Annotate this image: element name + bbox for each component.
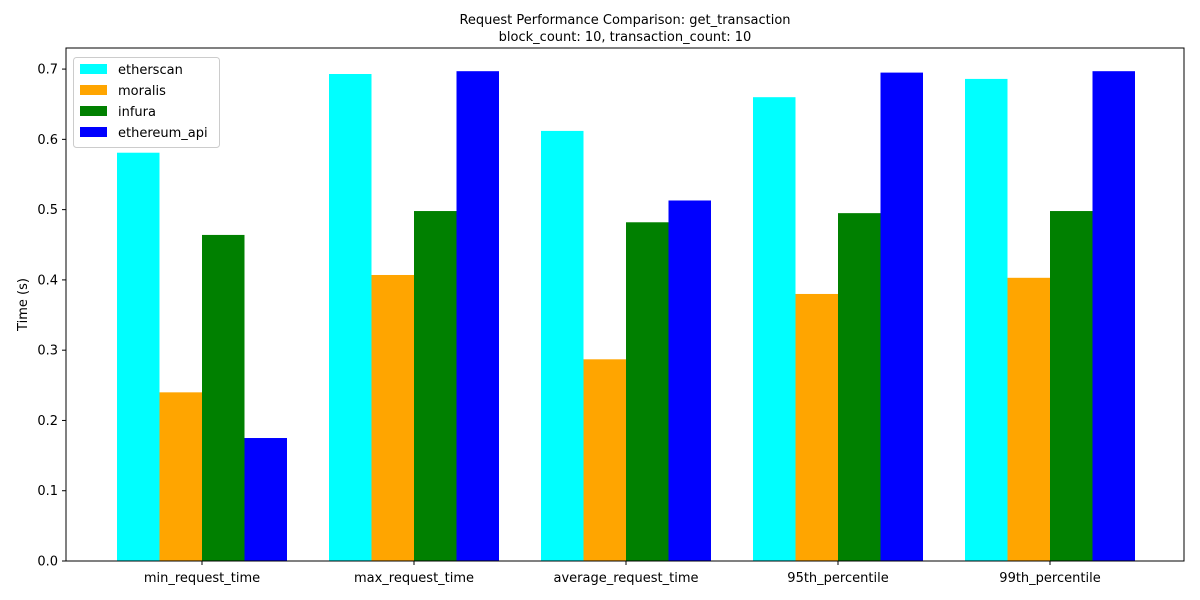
x-tick-label: max_request_time (354, 571, 474, 586)
bar-moralis-95th_percentile (795, 293, 838, 561)
chart-subtitle: block_count: 10, transaction_count: 10 (498, 30, 752, 45)
bar-ethereum_api-95th_percentile (880, 72, 923, 561)
bar-moralis-average_request_time (583, 359, 626, 561)
plot-frame (65, 47, 1185, 562)
bar-moralis-min_request_time (159, 392, 202, 561)
bar-etherscan-average_request_time (541, 130, 584, 562)
legend-label-etherscan: etherscan (118, 63, 183, 78)
y-tick-label: 0.0 (37, 555, 58, 570)
bar-ethereum_api-99th_percentile (1092, 71, 1135, 561)
x-tick-label: 99th_percentile (999, 571, 1100, 586)
bar-infura-average_request_time (626, 222, 669, 561)
y-tick-label: 0.6 (37, 133, 58, 148)
legend-label-moralis: moralis (118, 84, 166, 99)
bar-etherscan-95th_percentile (753, 97, 796, 561)
bar-infura-95th_percentile (838, 213, 881, 561)
chart-title: Request Performance Comparison: get_tran… (459, 13, 791, 28)
legend-box (73, 57, 220, 148)
legend-swatch-moralis (80, 85, 107, 95)
bar-etherscan-min_request_time (117, 152, 160, 561)
bar-ethereum_api-average_request_time (668, 200, 711, 562)
y-tick-label: 0.5 (37, 203, 58, 218)
legend-swatch-ethereum_api (80, 127, 107, 137)
legend-label-ethereum_api: ethereum_api (118, 126, 208, 141)
bar-etherscan-99th_percentile (965, 78, 1008, 562)
bar-infura-min_request_time (202, 234, 245, 561)
y-tick-label: 0.4 (37, 273, 58, 288)
y-tick-label: 0.7 (37, 63, 58, 78)
y-tick-label: 0.3 (37, 344, 58, 359)
bar-infura-99th_percentile (1050, 211, 1093, 562)
bar-ethereum_api-min_request_time (244, 438, 287, 561)
x-tick-label: min_request_time (144, 571, 260, 586)
bar-moralis-max_request_time (371, 274, 414, 561)
x-tick-label: average_request_time (553, 571, 698, 586)
bar-ethereum_api-max_request_time (456, 71, 499, 561)
bars-group (117, 71, 1135, 562)
y-tick-label: 0.1 (37, 484, 58, 499)
legend: etherscan moralis infura ethereum_api (73, 57, 220, 148)
bar-moralis-99th_percentile (1007, 277, 1050, 561)
legend-swatch-infura (80, 106, 107, 116)
y-axis-label: Time (s) (16, 278, 31, 332)
y-tick-label: 0.2 (37, 414, 58, 429)
axes-group: 0.0 0.1 0.2 0.3 0.4 0.5 0.6 0.7 min_request_time… (16, 47, 1185, 586)
legend-swatch-etherscan (80, 64, 107, 74)
bar-etherscan-max_request_time (329, 74, 372, 561)
legend-label-infura: infura (118, 105, 156, 120)
x-tick-label: 95th_percentile (787, 571, 888, 586)
bar-infura-max_request_time (414, 211, 457, 562)
